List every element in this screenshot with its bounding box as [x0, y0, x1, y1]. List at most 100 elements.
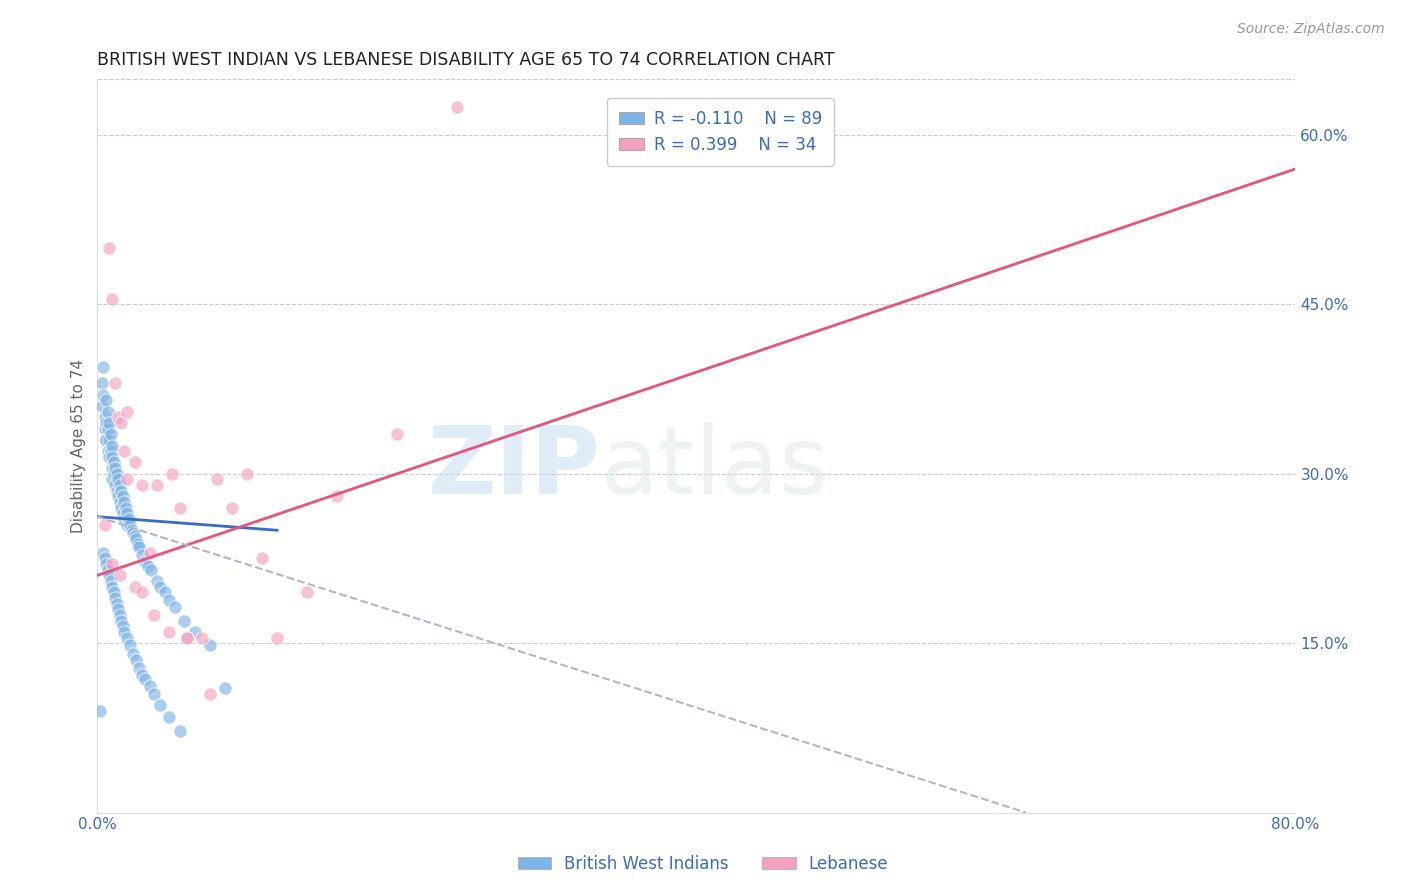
- Point: [125, 533, 148, 547]
- Point: [143, 607, 166, 622]
- Point: [98, 433, 121, 447]
- Point: [98, 568, 121, 582]
- Point: [110, 483, 132, 498]
- Legend: British West Indians, Lebanese: British West Indians, Lebanese: [510, 848, 896, 880]
- Point: [90, 376, 112, 391]
- Point: [93, 546, 115, 560]
- Point: [101, 438, 124, 452]
- Point: [117, 506, 139, 520]
- Point: [93, 388, 115, 402]
- Point: [117, 472, 139, 486]
- Point: [104, 376, 127, 391]
- Point: [96, 433, 118, 447]
- Point: [157, 709, 180, 723]
- Point: [103, 455, 125, 469]
- Point: [169, 724, 191, 739]
- Text: ZIP: ZIP: [427, 422, 600, 514]
- Point: [143, 687, 166, 701]
- Point: [176, 631, 198, 645]
- Point: [94, 551, 117, 566]
- Point: [131, 478, 153, 492]
- Point: [117, 517, 139, 532]
- Point: [107, 602, 129, 616]
- Point: [136, 559, 159, 574]
- Point: [157, 624, 180, 639]
- Point: [105, 483, 128, 498]
- Point: [104, 478, 127, 492]
- Point: [128, 661, 150, 675]
- Point: [165, 600, 187, 615]
- Point: [101, 450, 124, 464]
- Point: [112, 512, 135, 526]
- Point: [94, 433, 117, 447]
- Point: [131, 585, 153, 599]
- Point: [108, 495, 131, 509]
- Point: [326, 489, 349, 503]
- Point: [122, 525, 145, 540]
- Point: [198, 639, 221, 653]
- Point: [100, 427, 122, 442]
- Point: [96, 557, 118, 571]
- Text: BRITISH WEST INDIAN VS LEBANESE DISABILITY AGE 65 TO 74 CORRELATION CHART: BRITISH WEST INDIAN VS LEBANESE DISABILI…: [97, 51, 835, 69]
- Point: [122, 648, 145, 662]
- Point: [105, 467, 128, 481]
- Point: [127, 537, 149, 551]
- Y-axis label: Disability Age 65 to 74: Disability Age 65 to 74: [72, 359, 86, 533]
- Point: [108, 568, 131, 582]
- Point: [117, 631, 139, 645]
- Point: [191, 631, 214, 645]
- Point: [149, 698, 172, 713]
- Point: [134, 555, 156, 569]
- Point: [120, 639, 142, 653]
- Point: [120, 517, 142, 532]
- Point: [214, 681, 236, 696]
- Text: Source: ZipAtlas.com: Source: ZipAtlas.com: [1237, 22, 1385, 37]
- Point: [117, 405, 139, 419]
- Point: [153, 585, 176, 599]
- Point: [98, 416, 121, 430]
- Point: [205, 472, 228, 486]
- Point: [221, 500, 243, 515]
- Point: [110, 614, 132, 628]
- Point: [146, 574, 169, 588]
- Point: [101, 461, 124, 475]
- Point: [93, 359, 115, 374]
- Point: [111, 619, 134, 633]
- Point: [134, 673, 156, 687]
- Point: [94, 517, 117, 532]
- Point: [141, 563, 163, 577]
- Point: [101, 580, 124, 594]
- Point: [96, 416, 118, 430]
- Point: [110, 500, 132, 515]
- Point: [236, 467, 259, 481]
- Point: [100, 444, 122, 458]
- Point: [111, 506, 134, 520]
- Point: [108, 607, 131, 622]
- Point: [266, 631, 288, 645]
- Point: [295, 585, 318, 599]
- Point: [101, 472, 124, 486]
- Point: [110, 416, 132, 430]
- Point: [112, 444, 135, 458]
- Point: [98, 241, 121, 255]
- Point: [104, 591, 127, 605]
- Point: [105, 597, 128, 611]
- Point: [131, 667, 153, 681]
- Point: [250, 551, 273, 566]
- Point: [97, 422, 120, 436]
- Point: [176, 631, 198, 645]
- Point: [104, 461, 127, 475]
- Point: [124, 529, 146, 543]
- Point: [107, 472, 129, 486]
- Point: [103, 585, 125, 599]
- Point: [112, 624, 135, 639]
- Point: [101, 557, 124, 571]
- Point: [114, 500, 136, 515]
- Point: [198, 687, 221, 701]
- Point: [108, 478, 131, 492]
- Point: [169, 500, 191, 515]
- Point: [96, 393, 118, 408]
- Point: [149, 580, 172, 594]
- Point: [98, 450, 121, 464]
- Point: [157, 593, 180, 607]
